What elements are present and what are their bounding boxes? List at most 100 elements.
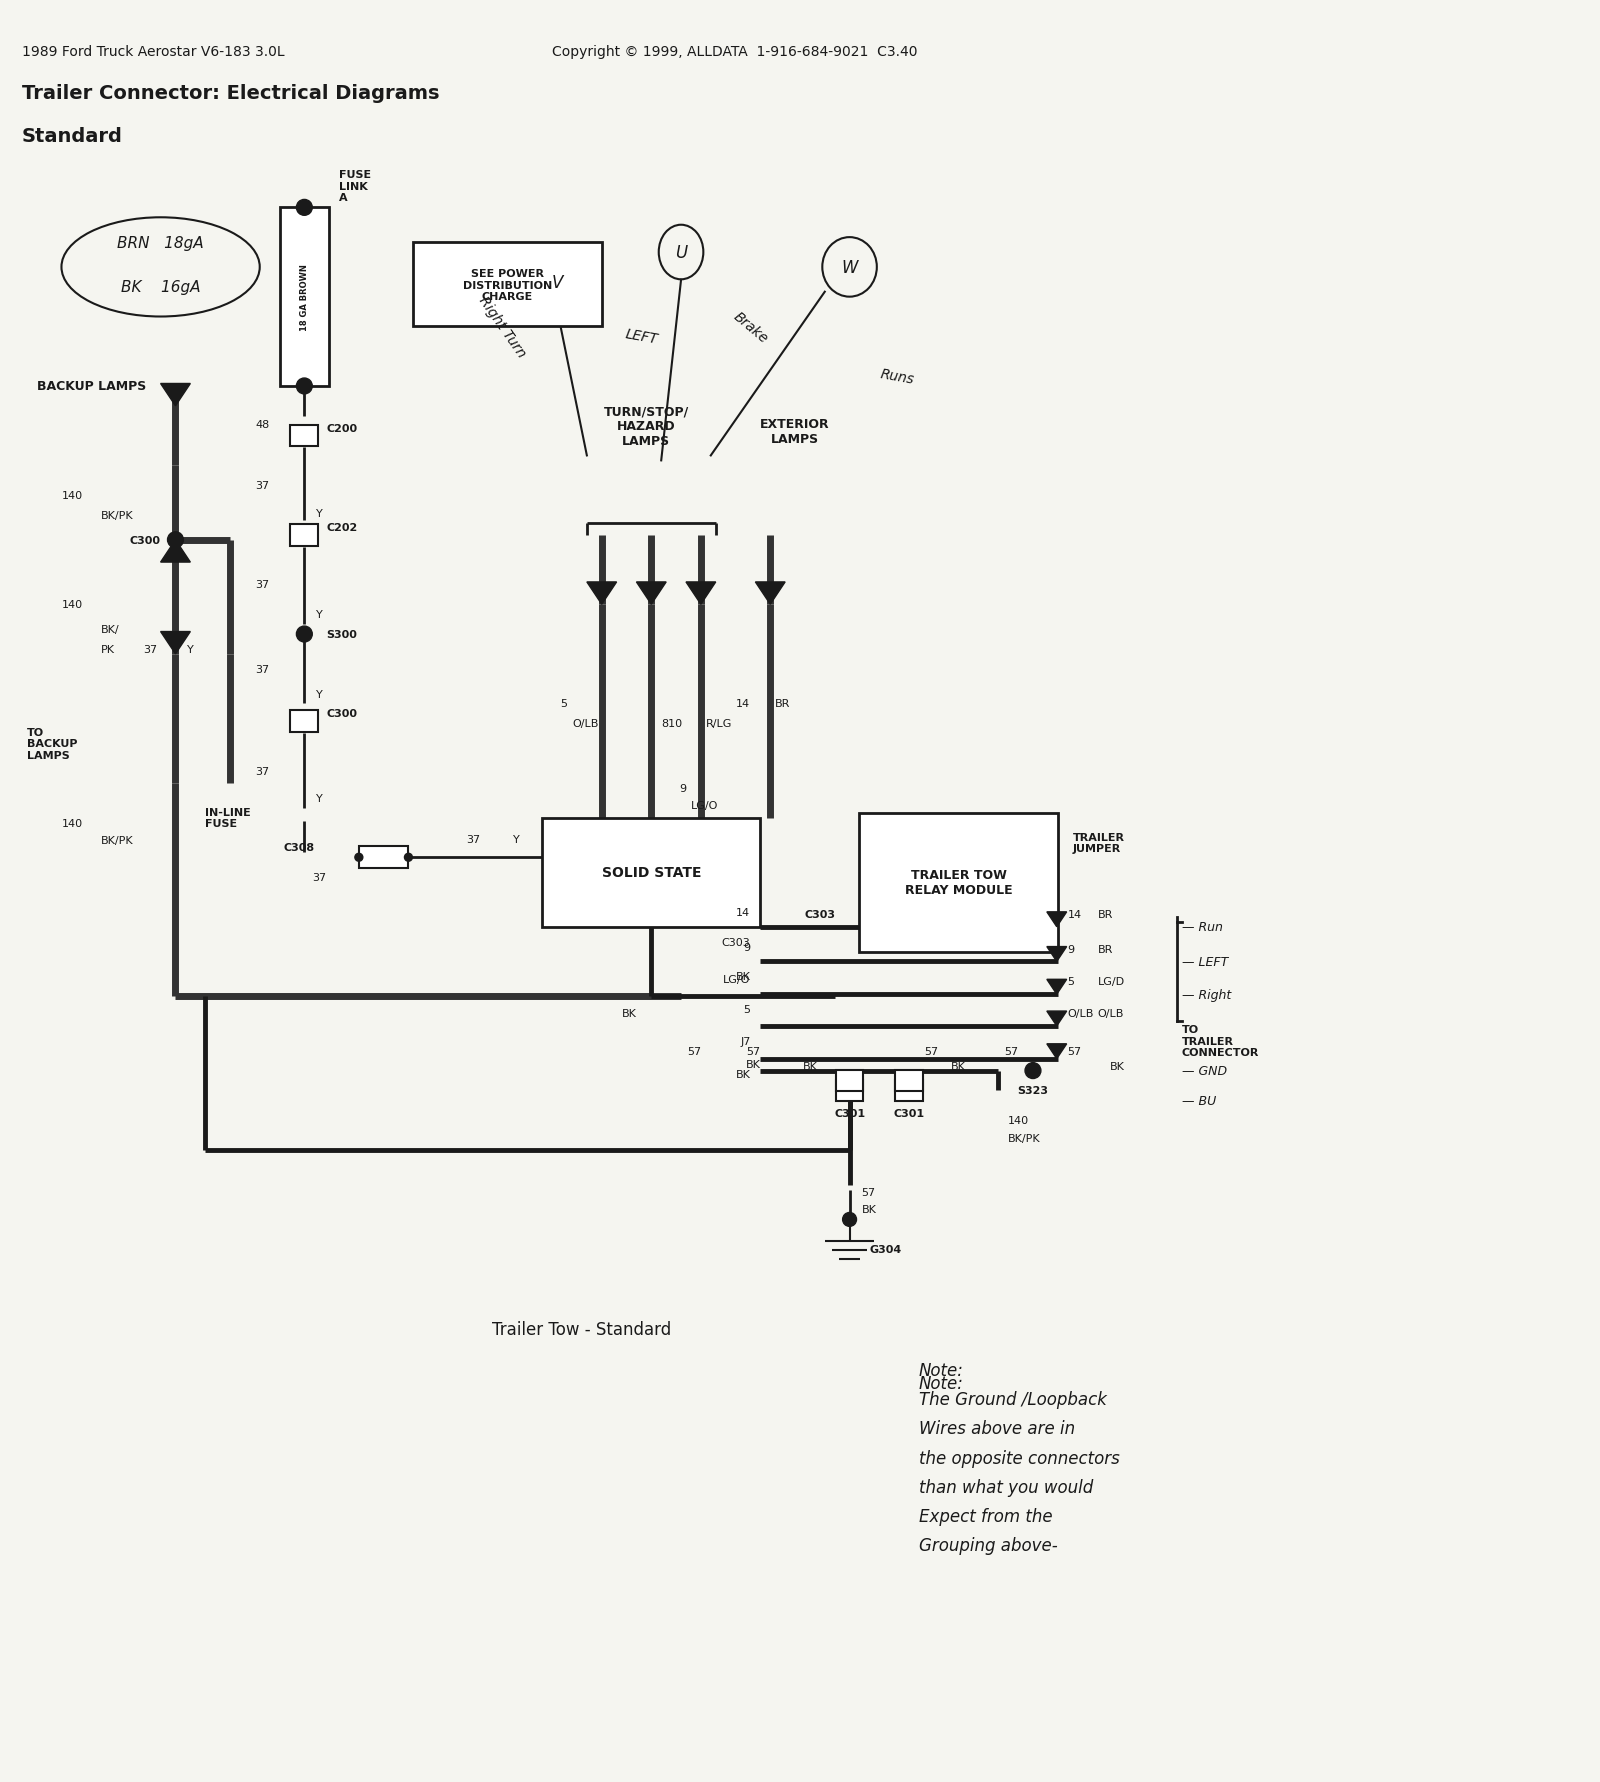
Text: 14: 14 [736,907,750,918]
Text: 57: 57 [1067,1046,1082,1057]
Text: Y: Y [317,690,323,699]
Text: 5: 5 [744,1005,750,1014]
Text: 57: 57 [925,1046,939,1057]
Text: BR: BR [1098,909,1112,920]
Text: 140: 140 [61,818,83,829]
Text: Trailer Connector: Electrical Diagrams: Trailer Connector: Electrical Diagrams [22,84,440,103]
Text: 5: 5 [1067,977,1075,987]
Text: — BU: — BU [1182,1094,1216,1107]
Polygon shape [1046,912,1067,927]
Bar [280,208,330,387]
Polygon shape [1046,980,1067,994]
Bar [413,242,602,328]
Text: BK/: BK/ [101,625,120,634]
Circle shape [168,533,184,549]
Text: 37: 37 [256,481,270,490]
Polygon shape [160,633,190,654]
Text: O/LB: O/LB [1067,1009,1094,1019]
Text: 37: 37 [144,645,158,654]
Text: BK: BK [621,1009,637,1019]
Text: TRAILER
JUMPER: TRAILER JUMPER [1072,832,1125,854]
Text: C200: C200 [326,424,357,433]
Text: 57: 57 [1003,1046,1018,1057]
Text: — Run: — Run [1182,921,1222,934]
Bar [859,813,1058,952]
Circle shape [1026,1064,1042,1078]
Text: 810: 810 [661,718,682,729]
Text: C301: C301 [834,1108,866,1119]
Text: Trailer Tow - Standard: Trailer Tow - Standard [493,1320,672,1338]
Text: 14: 14 [1067,909,1082,920]
Polygon shape [1046,1044,1067,1059]
Text: BK: BK [1110,1060,1125,1071]
Text: V: V [552,274,563,292]
Text: LG/O: LG/O [691,800,718,811]
Circle shape [296,380,312,394]
Text: LG/O: LG/O [723,975,750,985]
Circle shape [296,200,312,216]
Text: Y: Y [317,508,323,519]
Text: 57: 57 [686,1046,701,1057]
Text: 48: 48 [256,419,270,429]
Bar [835,1069,864,1092]
Bar [542,818,760,927]
Text: 140: 140 [61,601,83,609]
Text: 37: 37 [256,665,270,674]
Text: U: U [675,244,686,262]
Text: Y: Y [317,609,323,620]
Text: BR: BR [1098,944,1112,953]
Text: Note:: Note: [918,1374,963,1392]
Text: 140: 140 [61,490,83,501]
Text: Y: Y [317,793,323,804]
Circle shape [355,854,363,862]
Text: G304: G304 [869,1244,902,1255]
Text: Standard: Standard [22,127,123,146]
Text: BK: BK [736,971,750,982]
Bar [291,524,318,547]
Bar [291,711,318,732]
Text: BK: BK [950,1060,966,1071]
Text: IN-LINE
FUSE: IN-LINE FUSE [205,807,251,829]
Polygon shape [1046,946,1067,962]
Polygon shape [686,583,715,604]
Text: BK: BK [746,1059,760,1069]
Text: 1989 Ford Truck Aerostar V6-183 3.0L: 1989 Ford Truck Aerostar V6-183 3.0L [22,45,285,59]
Circle shape [296,627,312,643]
Circle shape [843,1214,856,1226]
Text: SEE POWER
DISTRIBUTION
CHARGE: SEE POWER DISTRIBUTION CHARGE [462,269,552,303]
Text: Brake: Brake [731,308,770,346]
Text: BK: BK [736,1069,750,1078]
Text: BK/PK: BK/PK [1008,1133,1042,1144]
Polygon shape [637,583,666,604]
Text: TURN/STOP/
HAZARD
LAMPS: TURN/STOP/ HAZARD LAMPS [603,405,690,447]
Text: TO
BACKUP
LAMPS: TO BACKUP LAMPS [27,727,77,761]
Text: BK/PK: BK/PK [101,836,134,846]
Bar [291,426,318,447]
Text: FUSE
LINK
A: FUSE LINK A [339,169,371,203]
Text: W: W [842,258,858,276]
Text: — GND: — GND [1182,1064,1227,1078]
Text: 37: 37 [256,766,270,777]
Text: BACKUP LAMPS: BACKUP LAMPS [37,380,146,394]
Text: Y: Y [187,645,194,654]
Text: TO
TRAILER
CONNECTOR: TO TRAILER CONNECTOR [1182,1025,1259,1059]
Bar [358,846,408,868]
Text: C300: C300 [130,535,160,545]
Text: Note:
The Ground /Loopback
Wires above are in
the opposite connectors
than what : Note: The Ground /Loopback Wires above a… [918,1361,1120,1554]
Text: C303: C303 [805,909,835,920]
Text: BK: BK [861,1205,877,1215]
Bar [835,1080,864,1101]
Text: J7: J7 [741,1037,750,1046]
Text: PK: PK [101,645,115,654]
Polygon shape [1046,1012,1067,1026]
Text: R/LG: R/LG [706,718,733,729]
Text: — LEFT: — LEFT [1182,955,1227,968]
Text: O/LB: O/LB [571,718,598,729]
Text: C300: C300 [326,709,357,718]
Text: 57: 57 [746,1046,760,1057]
Text: C301: C301 [893,1108,925,1119]
Text: S300: S300 [326,629,357,640]
Text: 37: 37 [466,836,480,845]
Text: BR: BR [776,699,790,709]
Text: C303: C303 [722,937,750,946]
